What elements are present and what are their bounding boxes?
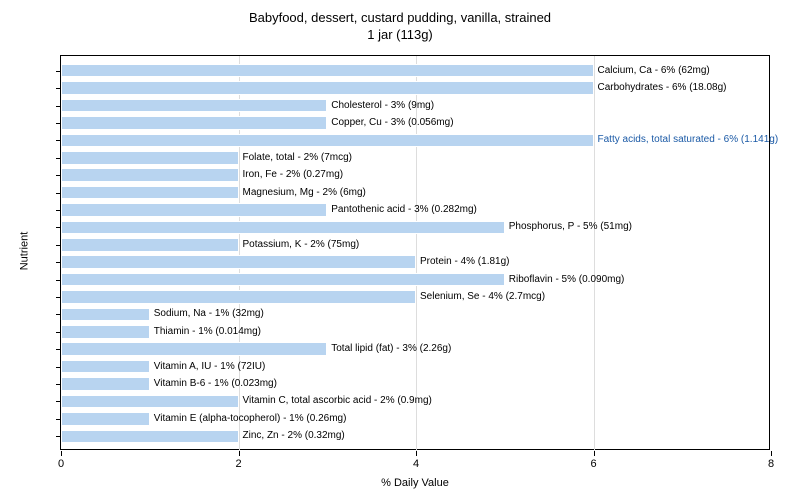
plot-area: 02468Calcium, Ca - 6% (62mg)Carbohydrate…: [60, 55, 770, 450]
nutrient-bar-label: Potassium, K - 2% (75mg): [243, 239, 360, 250]
nutrient-bar-label: Folate, total - 2% (7mcg): [243, 152, 352, 163]
nutrient-bar-label: Copper, Cu - 3% (0.056mg): [331, 117, 453, 128]
nutrient-bar-label: Vitamin C, total ascorbic acid - 2% (0.9…: [243, 395, 432, 406]
nutrient-bar-label: Magnesium, Mg - 2% (6mg): [243, 187, 366, 198]
nutrient-bar-label: Protein - 4% (1.81g): [420, 256, 510, 267]
nutrient-bar: [61, 430, 239, 444]
nutrient-bar: [61, 325, 150, 339]
nutrient-bar-label: Calcium, Ca - 6% (62mg): [598, 65, 710, 76]
nutrient-bar: [61, 168, 239, 182]
chart-title-line2: 1 jar (113g): [0, 27, 800, 44]
nutrient-bar-label: Zinc, Zn - 2% (0.32mg): [243, 430, 345, 441]
x-tick: [239, 451, 240, 456]
nutrient-bar: [61, 360, 150, 374]
x-tick-label: 6: [584, 458, 604, 470]
nutrient-bar: [61, 81, 594, 95]
nutrient-bar-label: Cholesterol - 3% (9mg): [331, 100, 434, 111]
nutrient-bar-label: Vitamin E (alpha-tocopherol) - 1% (0.26m…: [154, 413, 347, 424]
nutrient-bar: [61, 151, 239, 165]
x-tick-label: 8: [761, 458, 781, 470]
x-axis-label: % Daily Value: [60, 477, 770, 489]
nutrient-bar-label: Thiamin - 1% (0.014mg): [154, 326, 261, 337]
chart-title-line1: Babyfood, dessert, custard pudding, vani…: [0, 10, 800, 27]
nutrient-bar: [61, 116, 327, 130]
nutrient-bar: [61, 64, 594, 78]
x-tick: [61, 451, 62, 456]
grid-line: [594, 56, 595, 451]
nutrient-bar: [61, 290, 416, 304]
nutrient-bar-label: Riboflavin - 5% (0.090mg): [509, 274, 625, 285]
grid-line: [416, 56, 417, 451]
nutrient-bar: [61, 273, 505, 287]
nutrient-bar: [61, 255, 416, 269]
nutrient-bar: [61, 203, 327, 217]
nutrient-bar-label: Fatty acids, total saturated - 6% (1.141…: [598, 134, 779, 145]
chart-title: Babyfood, dessert, custard pudding, vani…: [0, 10, 800, 44]
y-axis-label: Nutrient: [18, 231, 30, 270]
nutrient-bar: [61, 134, 594, 148]
x-tick: [771, 451, 772, 456]
x-tick: [594, 451, 595, 456]
nutrient-bar-label: Iron, Fe - 2% (0.27mg): [243, 169, 344, 180]
nutrient-chart: Babyfood, dessert, custard pudding, vani…: [0, 0, 800, 500]
nutrient-bar-label: Carbohydrates - 6% (18.08g): [598, 82, 727, 93]
nutrient-bar-label: Phosphorus, P - 5% (51mg): [509, 221, 632, 232]
nutrient-bar: [61, 377, 150, 391]
nutrient-bar: [61, 412, 150, 426]
x-tick-label: 4: [406, 458, 426, 470]
x-tick: [416, 451, 417, 456]
nutrient-bar: [61, 395, 239, 409]
nutrient-bar: [61, 99, 327, 113]
x-tick-label: 2: [229, 458, 249, 470]
nutrient-bar: [61, 186, 239, 200]
nutrient-bar-label: Total lipid (fat) - 3% (2.26g): [331, 343, 451, 354]
nutrient-bar-label: Vitamin A, IU - 1% (72IU): [154, 361, 266, 372]
nutrient-bar: [61, 238, 239, 252]
nutrient-bar-label: Sodium, Na - 1% (32mg): [154, 308, 264, 319]
nutrient-bar: [61, 342, 327, 356]
nutrient-bar-label: Vitamin B-6 - 1% (0.023mg): [154, 378, 277, 389]
nutrient-bar-label: Pantothenic acid - 3% (0.282mg): [331, 204, 477, 215]
nutrient-bar: [61, 308, 150, 322]
x-tick-label: 0: [51, 458, 71, 470]
nutrient-bar: [61, 221, 505, 235]
nutrient-bar-label: Selenium, Se - 4% (2.7mcg): [420, 291, 545, 302]
